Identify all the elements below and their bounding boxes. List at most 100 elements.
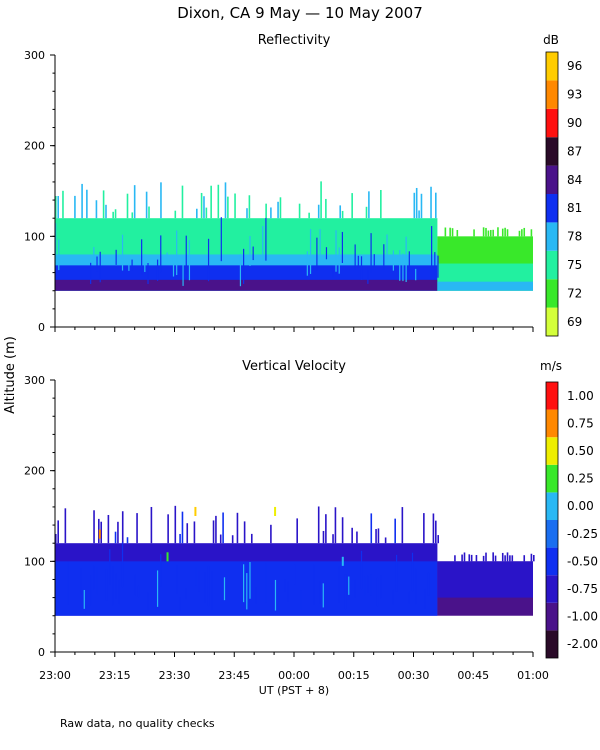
velocity-y-tick-label: 200	[24, 465, 45, 478]
velocity-streak	[376, 577, 379, 607]
velocity-spike	[475, 555, 478, 562]
velocity-colorbar-swatch	[546, 630, 558, 658]
reflectivity-streak	[341, 231, 343, 263]
reflectivity-streak	[338, 247, 340, 274]
reflectivity-y-tick-label: 200	[24, 140, 45, 153]
velocity-streak	[364, 576, 366, 596]
velocity-streak	[96, 567, 98, 595]
velocity-spike	[93, 510, 95, 544]
velocity-streak	[134, 574, 136, 596]
velocity-spike	[179, 533, 181, 544]
reflectivity-spike	[102, 190, 105, 219]
reflectivity-spike	[368, 191, 370, 219]
velocity-colorbar-label: -1.00	[567, 610, 598, 624]
velocity-y-tick-label: 300	[24, 374, 45, 387]
velocity-spike	[351, 527, 353, 544]
reflectivity-colorbar-label: 93	[567, 88, 582, 102]
reflectivity-spike	[365, 206, 368, 219]
reflectivity-spike	[57, 195, 59, 219]
velocity-colorbar-swatch	[546, 575, 558, 603]
reflectivity-spike	[485, 227, 487, 237]
reflectivity-spike	[489, 229, 492, 237]
velocity-colorbar-swatch	[546, 602, 558, 631]
reflectivity-spike	[435, 192, 437, 219]
velocity-colorbar-swatch	[546, 382, 558, 410]
reflectivity-streak	[156, 259, 159, 281]
x-tick-label: 01:00	[517, 669, 549, 682]
reflectivity-streak	[367, 269, 369, 284]
velocity-streak	[354, 579, 356, 598]
velocity-spike	[377, 528, 380, 544]
reflectivity-spike	[420, 193, 423, 219]
reflectivity-streak	[360, 256, 363, 280]
velocity-spike	[296, 518, 298, 544]
reflectivity-streak	[332, 266, 334, 278]
velocity-spike	[341, 517, 344, 544]
velocity-spike	[107, 514, 110, 544]
reflectivity-streak	[370, 233, 372, 273]
reflectivity-streak	[306, 251, 308, 276]
velocity-spike	[501, 552, 504, 562]
reflectivity-spike	[492, 229, 494, 237]
velocity-colorbar-label: 0.00	[567, 499, 594, 513]
velocity-streak	[109, 549, 111, 585]
velocity-streak	[121, 542, 124, 588]
velocity-streak	[348, 576, 350, 595]
reflectivity-colorbar-swatch	[546, 52, 558, 81]
velocity-spike	[401, 507, 404, 544]
velocity-streak	[344, 574, 347, 610]
velocity-streak	[427, 572, 430, 596]
reflectivity-streak	[373, 254, 375, 268]
velocity-spike	[332, 534, 334, 544]
reflectivity-spike	[380, 189, 382, 219]
reflectivity-colorbar-label: 72	[567, 286, 582, 300]
reflectivity-panel-title: Reflectivity	[258, 33, 331, 48]
velocity-streak	[319, 580, 321, 604]
velocity-streak	[246, 573, 248, 610]
reflectivity-streak	[176, 230, 178, 276]
x-tick-label: 00:45	[457, 669, 489, 682]
velocity-spike	[482, 555, 485, 562]
reflectivity-spike	[234, 193, 236, 219]
velocity-streak	[271, 583, 273, 596]
reflectivity-colorbar-swatch	[546, 80, 558, 109]
reflectivity-spike	[506, 229, 509, 237]
reflectivity-colorbar-swatch	[546, 250, 558, 280]
velocity-spike	[270, 524, 272, 544]
reflectivity-streak	[144, 254, 146, 272]
velocity-streak	[411, 552, 414, 592]
velocity-streak	[287, 581, 289, 602]
reflectivity-streak	[249, 236, 251, 267]
velocity-colorbar-label: -0.75	[567, 582, 598, 596]
velocity-streak	[80, 568, 82, 595]
reflectivity-streak	[55, 223, 57, 260]
velocity-spike	[485, 552, 487, 562]
reflectivity-spike	[74, 195, 76, 219]
velocity-spike	[375, 529, 377, 544]
velocity-streak	[115, 573, 117, 599]
velocity-streak	[274, 579, 277, 611]
reflectivity-streak	[431, 226, 433, 267]
velocity-colorbar-frame	[545, 381, 559, 659]
reflectivity-streak	[262, 226, 264, 262]
reflectivity-spike	[497, 227, 499, 237]
velocity-spike	[492, 552, 494, 562]
velocity-streak	[300, 590, 302, 610]
velocity-spike	[136, 513, 138, 544]
reflectivity-spike	[523, 227, 526, 237]
velocity-spike	[215, 515, 217, 544]
reflectivity-spike	[217, 184, 220, 219]
velocity-streak	[265, 563, 267, 603]
velocity-spike	[511, 555, 514, 562]
velocity-panel-title: Vertical Velocity	[242, 359, 346, 374]
velocity-spike	[174, 505, 177, 544]
reflectivity-colorbar-frame	[545, 51, 559, 337]
reflectivity-spike	[501, 228, 504, 237]
reflectivity-spike	[133, 185, 136, 219]
reflectivity-streak	[147, 263, 149, 285]
reflectivity-streak	[220, 217, 222, 262]
x-axis-label: UT (PST + 8)	[259, 684, 329, 697]
velocity-streak	[147, 592, 149, 610]
velocity-spike	[454, 555, 456, 562]
